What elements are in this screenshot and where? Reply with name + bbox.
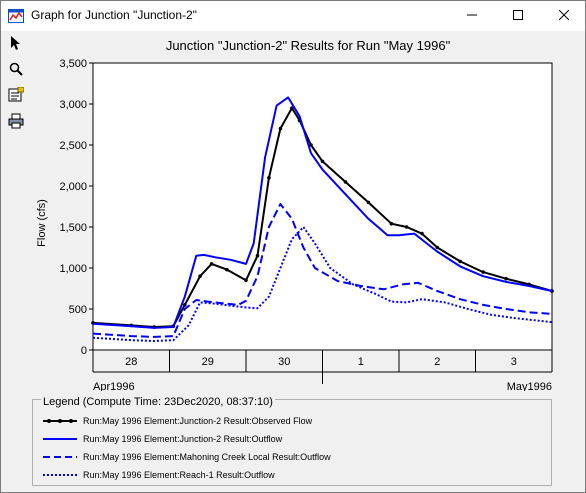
y-tick-label: 0 [81, 345, 87, 357]
observed-point [209, 262, 214, 266]
legend-label-reach-outflow: Run:May 1996 Element:Reach-1 Result:Outf… [83, 470, 275, 480]
legend-entry-junction-outflow: Run:May 1996 Element:Junction-2 Result:O… [41, 432, 282, 446]
series-line-3 [92, 226, 553, 342]
legend-entry-observed: Run:May 1996 Element:Junction-2 Result:O… [41, 414, 312, 428]
observed-point [198, 274, 202, 278]
series-lines [91, 96, 554, 342]
observed-point [278, 126, 283, 131]
series-line-1 [92, 96, 553, 329]
flow-chart[interactable]: Junction "Junction-2" Results for Run "M… [31, 31, 586, 391]
observed-point [366, 200, 371, 205]
y-axis-label: Flow (cfs) [36, 199, 48, 247]
observed-point [458, 259, 463, 264]
minimize-button[interactable] [449, 1, 495, 31]
y-axis: 0 500 1,000 1,500 2,000 2,500 3,000 3,500 [59, 58, 93, 357]
legend-swatch-mahoning-outflow [43, 456, 77, 458]
observed-point [389, 221, 394, 226]
series-line-2 [92, 203, 553, 338]
pointer-tool[interactable] [6, 35, 26, 55]
pointer-icon [10, 35, 22, 56]
observed-point [343, 180, 348, 184]
observed-point [225, 267, 229, 272]
legend-swatch-junction-outflow [43, 438, 77, 440]
legend-swatch-reach-outflow [43, 474, 77, 476]
plot-area [92, 62, 553, 351]
x-day-label: 30 [278, 356, 290, 368]
observed-point [404, 225, 409, 229]
y-tick-label: 2,500 [59, 140, 87, 152]
observed-point [504, 276, 508, 281]
x-day-label: 1 [358, 356, 364, 368]
x-month-label: May1996 [507, 381, 552, 391]
x-day-label: 28 [125, 356, 137, 368]
maximize-button[interactable] [495, 1, 541, 31]
x-day-label: 2 [434, 356, 440, 368]
x-month-label: Apr1996 [93, 381, 135, 391]
chart-title: Junction "Junction-2" Results for Run "M… [166, 38, 451, 53]
maximize-icon [513, 7, 523, 25]
legend-label-observed: Run:May 1996 Element:Junction-2 Result:O… [83, 416, 313, 426]
y-tick-label: 1,000 [59, 263, 87, 275]
title-bar[interactable]: Graph for Junction "Junction-2" [1, 1, 585, 31]
print-icon [8, 113, 24, 134]
minimize-icon [467, 7, 477, 25]
y-tick-label: 500 [69, 304, 87, 316]
x-day-label: 3 [511, 356, 517, 368]
legend-swatch-observed [43, 419, 77, 423]
print-tool[interactable] [6, 113, 26, 133]
y-tick-label: 1,500 [59, 222, 87, 234]
zoom-icon [9, 62, 23, 81]
close-icon [558, 7, 570, 25]
y-tick-label: 3,000 [59, 99, 87, 111]
observed-point [481, 270, 485, 274]
observed-point [420, 231, 424, 236]
observed-point [290, 106, 294, 110]
observed-point [320, 159, 325, 164]
observed-point [255, 253, 260, 258]
legend-entry-mahoning-outflow: Run:May 1996 Element:Mahoning Creek Loca… [41, 450, 331, 464]
legend-label-junction-outflow: Run:May 1996 Element:Junction-2 Result:O… [83, 434, 283, 444]
properties-icon [8, 86, 25, 108]
zoom-tool[interactable] [6, 61, 26, 81]
close-button[interactable] [541, 1, 586, 31]
graph-toolbar [1, 31, 31, 151]
observed-point [435, 245, 440, 250]
legend-entry-reach-outflow: Run:May 1996 Element:Reach-1 Result:Outf… [41, 468, 275, 482]
x-day-label: 29 [202, 356, 214, 368]
x-axis: 28 29 30 1 2 3 Apr1996 May1996 [92, 350, 553, 391]
observed-point [244, 278, 248, 283]
observed-point [183, 303, 187, 307]
observed-point [267, 176, 271, 180]
hec-hms-graph-icon [8, 9, 24, 23]
legend-frame [32, 399, 552, 486]
legend-title: Legend (Compute Time: 23Dec2020, 08:37:1… [41, 396, 275, 408]
y-tick-label: 2,000 [59, 181, 87, 193]
window-title: Graph for Junction "Junction-2" [31, 8, 197, 22]
legend-label-mahoning-outflow: Run:May 1996 Element:Mahoning Creek Loca… [83, 452, 331, 462]
properties-tool[interactable] [6, 86, 26, 108]
observed-point [309, 143, 313, 147]
y-tick-label: 3,500 [59, 58, 87, 70]
